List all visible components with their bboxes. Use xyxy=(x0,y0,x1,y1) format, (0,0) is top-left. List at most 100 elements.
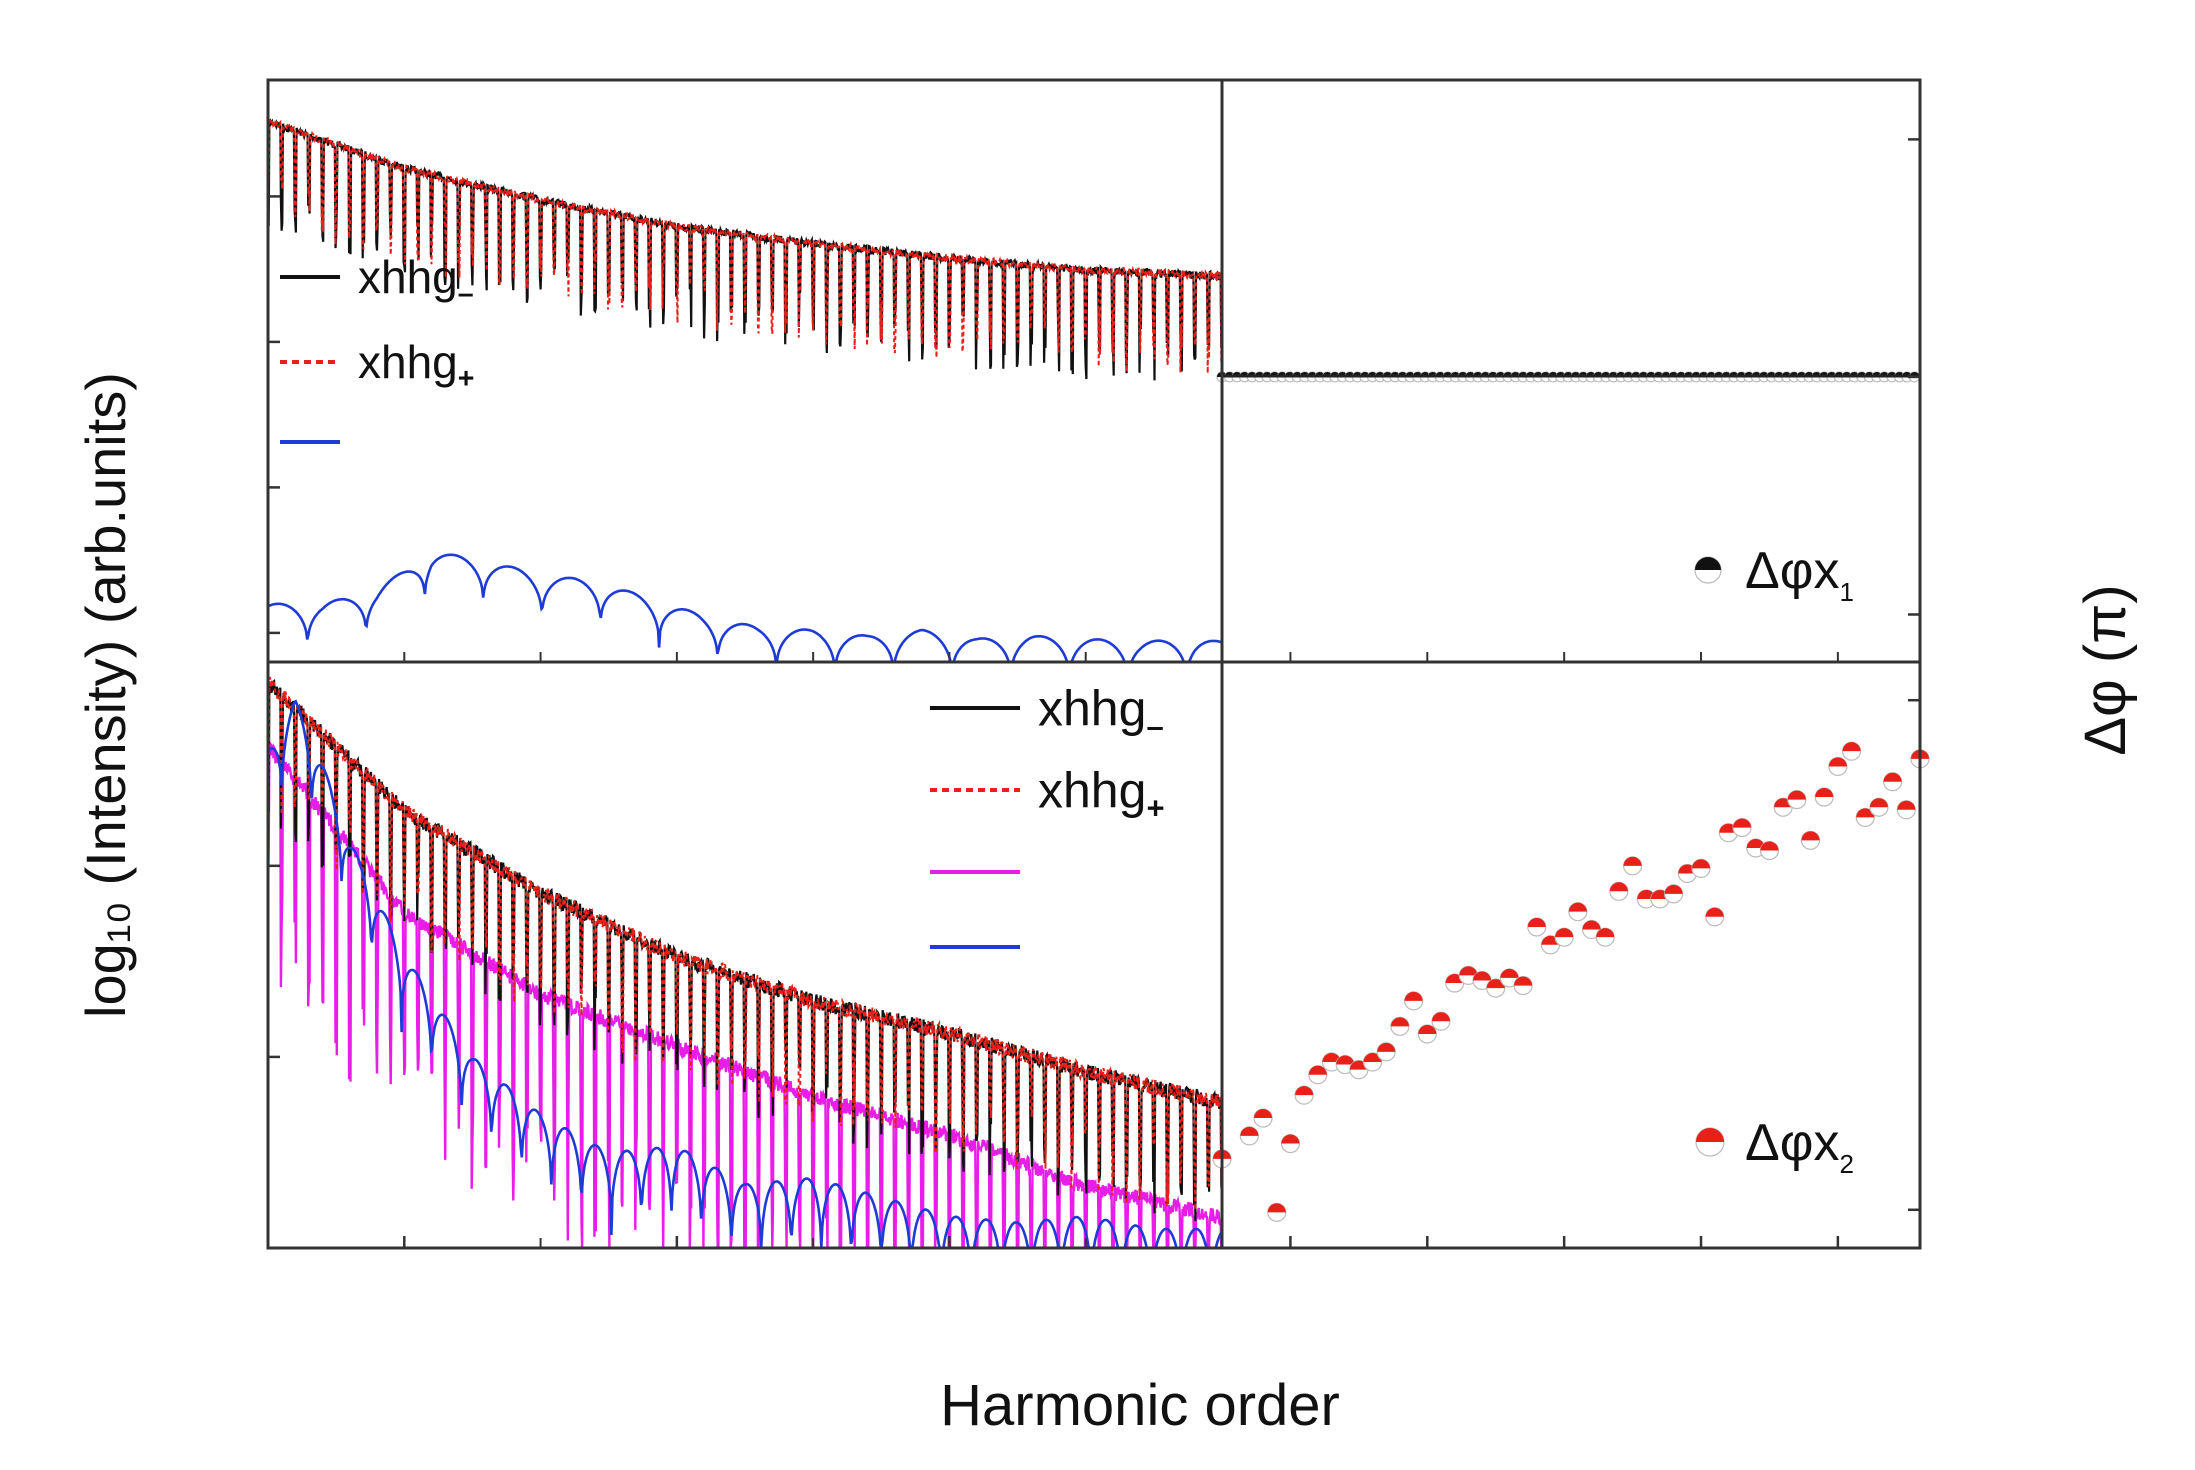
data-point-dphi2 xyxy=(1883,772,1903,792)
marker-fill xyxy=(1555,928,1574,938)
marker-fill xyxy=(1459,966,1478,976)
marker-fill xyxy=(1801,831,1820,841)
marker-fill xyxy=(1322,1053,1341,1063)
series-line-delta-xhhg-b xyxy=(268,741,1222,1248)
legend-entry-a-plus: xhhg+ xyxy=(280,336,474,395)
marker-fill xyxy=(1514,976,1533,986)
marker-fill xyxy=(1568,902,1587,912)
marker-fill xyxy=(1705,907,1724,917)
data-point-dphi2 xyxy=(1636,889,1656,909)
marker-fill xyxy=(1295,1086,1314,1096)
data-point-dphi2 xyxy=(1664,884,1684,904)
data-point-dphi2 xyxy=(1321,1052,1342,1072)
marker-fill xyxy=(1254,1109,1273,1119)
marker-fill xyxy=(1623,856,1642,866)
data-point-dphi2 xyxy=(1294,1085,1314,1105)
data-point-dphi2 xyxy=(1308,1065,1328,1085)
data-point-dphi2 xyxy=(1404,991,1424,1011)
marker-fill xyxy=(1377,1042,1396,1052)
data-point-dphi2 xyxy=(1841,741,1862,761)
y-axis-label-right: Δφ (π) xyxy=(2073,584,2138,755)
data-point-dphi2 xyxy=(1280,1133,1301,1154)
data-point-dphi2 xyxy=(1554,927,1574,947)
series-line-xhhg-plus-b xyxy=(268,676,1222,1210)
legend-subscript-minus: – xyxy=(1146,709,1163,744)
legend-label-minus: xhhg– xyxy=(1038,681,1164,744)
data-point-dphi2 xyxy=(1759,840,1780,861)
marker-fill xyxy=(1787,790,1806,800)
legend-entry-b-plus: xhhg+ xyxy=(930,763,1165,826)
legend-subscript-dphi1: 1 xyxy=(1839,577,1853,607)
data-point-dphi2 xyxy=(1869,797,1889,817)
legend-label-plus: xhhg+ xyxy=(358,336,474,395)
marker-fill xyxy=(1696,1128,1724,1142)
marker-fill xyxy=(1281,1134,1300,1144)
series-line-xhhg-plus-a xyxy=(268,117,1222,374)
legend-subscript-minus: – xyxy=(458,278,474,310)
data-point-dphi2 xyxy=(1376,1042,1396,1062)
legend-label-dphi1: Δφx1 xyxy=(1745,542,1854,607)
data-point-dphi2 xyxy=(1472,970,1492,991)
marker-fill xyxy=(1336,1055,1355,1065)
data-point-dphi2 xyxy=(1705,907,1725,927)
marker-fill xyxy=(1596,928,1615,938)
marker-fill xyxy=(1897,800,1916,810)
marker-fill xyxy=(1828,757,1847,767)
data-point-dphi2 xyxy=(1609,881,1629,901)
marker-fill xyxy=(1760,841,1779,851)
legend-text-dphi2: Δφx xyxy=(1745,1114,1839,1172)
data-point-dphi2 xyxy=(1896,800,1916,820)
marker-fill xyxy=(1418,1024,1437,1034)
marker-fill xyxy=(1746,838,1765,848)
marker-fill xyxy=(1664,884,1683,894)
marker-fill xyxy=(1500,968,1519,978)
legend-entry-b-minus: xhhg– xyxy=(930,681,1164,744)
data-point-dphi2 xyxy=(1622,856,1643,876)
series-group-a xyxy=(268,117,1222,662)
series-group-d xyxy=(1212,741,1930,1222)
data-point-dphi2 xyxy=(1417,1024,1437,1044)
marker-fill xyxy=(1308,1065,1327,1075)
marker-fill xyxy=(1609,882,1628,892)
marker-fill xyxy=(1582,920,1601,930)
data-point-dphi2 xyxy=(1431,1011,1451,1031)
panel-frame-d xyxy=(1220,660,1922,1250)
legend-text-dphi1: Δφx xyxy=(1745,542,1839,600)
marker-fill xyxy=(1692,859,1711,869)
y-axis-label-left: log₁₀ (Intensity) (arb.units) xyxy=(74,372,137,1018)
marker-fill xyxy=(1473,971,1492,981)
legend-label-minus: xhhg– xyxy=(358,251,474,310)
marker-fill xyxy=(1267,1203,1286,1213)
marker-fill xyxy=(1733,818,1752,828)
marker-fill xyxy=(1883,772,1902,782)
legend-label-dphi2: Δφx2 xyxy=(1745,1114,1854,1179)
marker-fill xyxy=(1527,917,1546,927)
x-axis-label: Harmonic order xyxy=(940,1373,1340,1438)
label-layer: log₁₀ (Intensity) (arb.units) Harmonic o… xyxy=(74,372,2138,1438)
marker-fill xyxy=(1390,1017,1409,1027)
data-point-dphi2 xyxy=(1814,787,1834,807)
data-point-dphi2 xyxy=(1527,917,1547,937)
data-point-dphi2 xyxy=(1568,902,1588,922)
legend-subscript-dphi2: 2 xyxy=(1839,1149,1853,1179)
marker-fill xyxy=(1431,1012,1450,1022)
marker-fill xyxy=(1486,979,1505,989)
series-group-b xyxy=(268,676,1222,1248)
data-point-dphi2 xyxy=(1390,1016,1410,1036)
marker-fill xyxy=(1815,788,1834,798)
marker-fill xyxy=(1856,808,1875,818)
data-point-dphi2 xyxy=(1855,807,1875,828)
marker-fill xyxy=(1363,1053,1382,1063)
data-point-dphi2 xyxy=(1595,927,1615,947)
data-point-dphi2 xyxy=(1828,756,1848,777)
data-point-dphi2 xyxy=(1362,1052,1383,1072)
data-point-dphi2 xyxy=(1732,818,1752,838)
legend-marker-dphi1 xyxy=(1694,556,1722,584)
series-group-c xyxy=(1216,371,1921,383)
marker-fill xyxy=(1240,1126,1259,1136)
marker-fill xyxy=(1695,557,1721,570)
data-point-dphi2 xyxy=(1239,1126,1259,1146)
data-point-dphi2 xyxy=(1499,968,1520,988)
